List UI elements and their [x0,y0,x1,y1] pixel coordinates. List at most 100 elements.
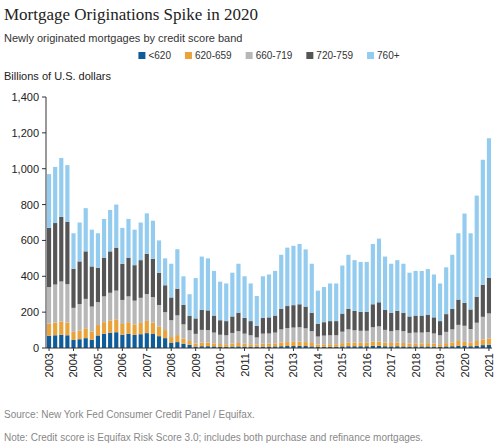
bar-segment [175,342,179,348]
bar-segment [126,296,130,322]
bar-segment [352,343,356,347]
bar-segment [169,264,173,298]
bar-segment [218,282,222,321]
x-tick-label: 2015 [336,353,348,377]
bar-segment [212,333,216,344]
y-tick-label: 1,000 [11,163,39,175]
y-tick [42,348,46,349]
bar-segment [340,332,344,343]
bar-segment [377,326,381,341]
bar-segment [334,321,338,335]
bar-segment [120,300,124,324]
bar-segment [389,313,393,331]
bar-segment [395,330,399,342]
bar-segment [487,138,491,277]
bar-segment [206,310,210,330]
bar-segment [389,331,393,343]
bar-segment [334,344,338,347]
bar-segment [194,278,198,318]
bar-segment [407,344,411,347]
legend-swatch [185,52,192,59]
bar-segment [169,320,173,337]
bar-segment [267,333,271,343]
x-tick-label: 2004 [67,353,79,377]
bar-segment [90,307,94,332]
bar-segment [297,304,301,327]
y-tick [42,204,46,205]
bar-segment [346,342,350,346]
bar-segment [432,333,436,343]
bar-segment [84,208,88,251]
x-tick [415,348,416,351]
bar-segment [114,291,118,320]
bar-segment [469,329,473,343]
x-tick-label: 2010 [214,353,226,377]
bar-segment [291,342,295,346]
bar-segment [65,335,69,348]
bar-segment [151,297,155,322]
bar-segment [139,223,143,261]
y-axis-label: Billions of U.S. dollars [4,70,111,82]
bar-segment [328,321,332,335]
bar-segment [114,332,118,348]
bar-segment [218,320,222,335]
bar-segment [108,251,112,292]
x-tick [73,348,74,351]
bar-segment [304,342,308,346]
bar-segment [267,317,271,333]
bar-segment [200,343,204,347]
bar-segment [194,334,198,344]
bar-segment [359,331,363,343]
bar-segment [206,330,210,343]
bar-segment [334,283,338,321]
bar-segment [316,324,320,337]
bar-segment [114,205,118,248]
bar-segment [194,318,198,333]
bar-segment [175,335,179,342]
bar-segment [395,343,399,347]
bar-segment [267,344,271,347]
bar-segment [96,268,100,302]
bar-segment [407,273,411,317]
x-tick [146,348,147,351]
bar-segment [487,338,491,344]
bar-segment [407,333,411,344]
x-tick-label: 2013 [287,353,299,377]
bar-segment [120,264,124,300]
bar-segment [261,318,265,334]
subtitle: Newly originated mortgages by credit sco… [4,32,242,44]
bar-segment [78,223,82,262]
bar-segment [352,311,356,330]
bar-segment [352,330,356,342]
bar-segment [236,343,240,346]
legend-label: 620-659 [195,50,232,61]
bar-segment [328,283,332,321]
bar-segment [255,326,259,337]
y-axis-line [46,97,47,348]
y-tick [42,312,46,313]
bar-segment [230,333,234,344]
bar-segment [328,335,332,344]
bar-segment [340,343,344,346]
bar-segment [346,255,350,309]
bar-segment [133,230,137,265]
bar-segment [291,246,295,305]
bar-segment [224,321,228,335]
bar-segment [304,307,308,329]
bar-segment [377,239,381,303]
bar-segment [71,340,75,348]
bar-segment [487,278,491,314]
bar-segment [53,323,57,336]
bar-segment [181,324,185,338]
bar-segment [120,228,124,264]
bar-segment [279,255,283,309]
bar-segment [279,329,283,342]
legend-swatch [138,52,145,59]
x-tick [49,348,50,351]
bar-segment [102,296,106,322]
bar-segment [90,340,94,348]
x-tick-label: 2019 [434,353,446,377]
bar-segment [47,324,51,336]
x-tick [244,348,245,351]
bar-segment [426,315,430,332]
